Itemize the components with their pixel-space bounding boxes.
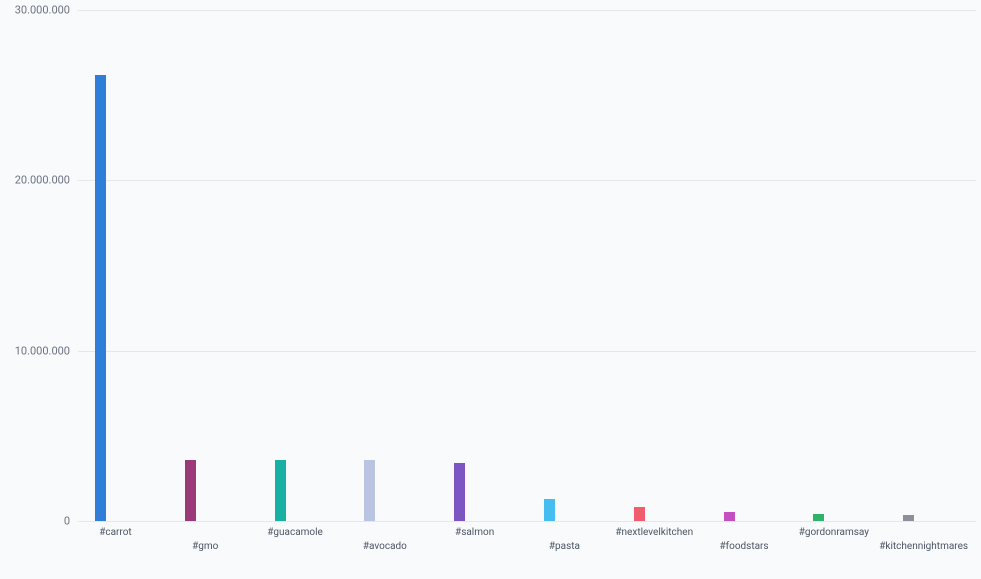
x-tick-label: #avocado <box>363 521 407 552</box>
y-tick-label: 10.000.000 <box>15 344 78 357</box>
bar[interactable] <box>364 460 375 521</box>
bar[interactable] <box>454 463 465 521</box>
bar[interactable] <box>275 460 286 521</box>
bar[interactable] <box>185 460 196 521</box>
x-tick-label: #foodstars <box>719 521 768 552</box>
x-tick-label: #nextlevelkitchen <box>615 521 693 538</box>
y-tick-label: 30.000.000 <box>15 4 78 17</box>
bar[interactable] <box>634 507 645 521</box>
x-tick-label: #guacamole <box>267 521 323 538</box>
x-tick-label: #gordonramsay <box>799 521 869 538</box>
x-tick-label: #pasta <box>549 521 580 552</box>
plot-area: 010.000.00020.000.00030.000.000#carrot#g… <box>78 10 976 521</box>
bar[interactable] <box>95 75 106 521</box>
gridline <box>78 351 976 352</box>
y-tick-label: 20.000.000 <box>15 174 78 187</box>
x-tick-label: #salmon <box>455 521 494 538</box>
bar[interactable] <box>813 514 824 521</box>
x-tick-label: #kitchennightmares <box>879 521 968 552</box>
hashtag-bar-chart: 0 10.000.000 20.000.000 30.000.000 #carrot #g… <box>0 0 981 579</box>
x-tick-label: #carrot <box>99 521 132 538</box>
bar[interactable] <box>544 499 555 521</box>
bar[interactable] <box>724 512 735 521</box>
gridline <box>78 10 976 11</box>
y-tick-label: 0 <box>64 515 78 528</box>
x-tick-label: #gmo <box>192 521 218 552</box>
gridline <box>78 180 976 181</box>
